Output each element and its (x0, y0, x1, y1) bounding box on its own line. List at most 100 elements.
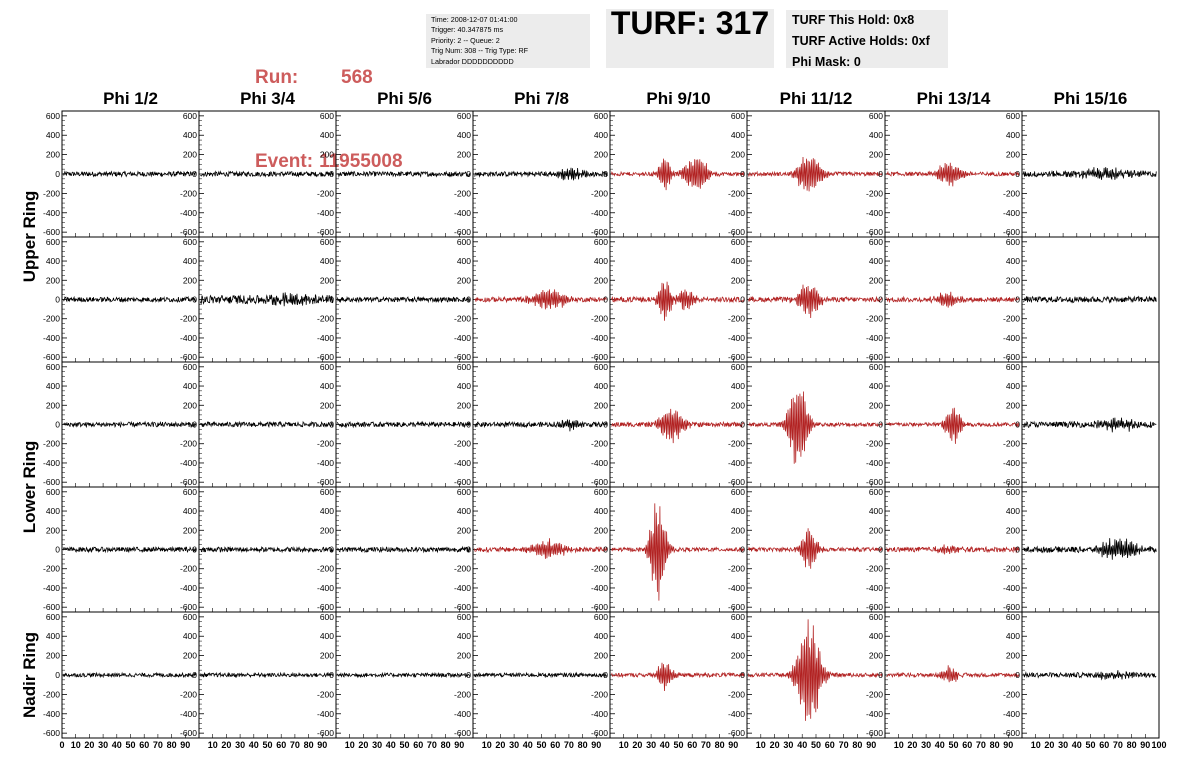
x-tick-label: 90 (1003, 740, 1013, 750)
panel: 600 400 200 0 -200 -400 -600 (591, 361, 748, 488)
y-tick-label: -400 (180, 208, 197, 218)
y-tick-label: -200 (317, 564, 334, 574)
y-tick-label: 0 (466, 169, 471, 179)
y-tick-label: -600 (1003, 477, 1020, 487)
y-tick-label: -600 (317, 352, 334, 362)
x-tick-label: 20 (221, 740, 231, 750)
y-tick-label: -200 (866, 689, 883, 699)
run-event-block: Run: 568 Event: 11955008 (255, 8, 403, 204)
y-tick-label: -200 (866, 314, 883, 324)
y-tick-label: -400 (43, 458, 60, 468)
x-tick-label: 10 (756, 740, 766, 750)
x-tick-label: 60 (687, 740, 697, 750)
y-tick-label: -600 (180, 477, 197, 487)
panel: 600 400 200 0 -200 -400 -600 (1003, 611, 1160, 739)
x-tick-label: 90 (866, 740, 876, 750)
y-tick-label: -200 (180, 314, 197, 324)
waveform-trace (886, 291, 1020, 308)
y-tick-label: 400 (1006, 256, 1020, 266)
y-tick-label: -200 (728, 188, 745, 198)
x-tick-label: 100 (1151, 740, 1166, 750)
y-tick-label: 600 (869, 111, 883, 121)
y-tick-label: -400 (43, 583, 60, 593)
panel: 600 400 200 0 -200 -400 -600 (317, 611, 474, 739)
y-tick-label: 400 (731, 381, 745, 391)
x-tick-label: 40 (386, 740, 396, 750)
info-line-time: Time: 2008-12-07 01:41:00 (431, 15, 518, 24)
y-tick-label: 0 (740, 545, 745, 555)
x-tick-label: 20 (358, 740, 368, 750)
waveform-trace (474, 419, 608, 432)
y-tick-label: 600 (457, 487, 471, 497)
y-tick-label: -400 (866, 583, 883, 593)
x-tick-label: 20 (632, 740, 642, 750)
y-tick-label: -400 (180, 333, 197, 343)
turf-active-holds: TURF Active Holds: 0xf (792, 34, 930, 48)
y-tick-label: -400 (866, 458, 883, 468)
y-tick-label: 400 (869, 506, 883, 516)
waveform-trace (337, 295, 471, 304)
y-tick-label: 400 (457, 256, 471, 266)
column-header: Phi 1/2 (103, 89, 158, 108)
y-tick-label: -200 (43, 689, 60, 699)
y-tick-label: -200 (728, 439, 745, 449)
y-tick-label: 600 (183, 612, 197, 622)
y-tick-label: 0 (466, 545, 471, 555)
waveform-trace (474, 289, 608, 310)
x-tick-label: 50 (1085, 740, 1095, 750)
x-tick-label: 70 (1113, 740, 1123, 750)
waveform-trace (474, 167, 608, 181)
y-tick-label: 600 (731, 237, 745, 247)
y-tick-label: 400 (594, 506, 608, 516)
y-tick-label: -200 (1003, 439, 1020, 449)
y-tick-label: 400 (1006, 631, 1020, 641)
x-tick-label: 10 (208, 740, 218, 750)
y-tick-label: -600 (180, 728, 197, 738)
y-tick-label: -200 (1003, 564, 1020, 574)
y-tick-label: -600 (317, 602, 334, 612)
panel: 600 400 200 0 -200 -400 -600 (728, 236, 886, 363)
y-tick-label: 200 (46, 525, 60, 535)
info-line-labrador: Labrador DDDDDDDDDD (431, 56, 514, 66)
waveform-trace (748, 528, 883, 569)
y-tick-label: 200 (46, 651, 60, 661)
x-tick-label: 90 (454, 740, 464, 750)
y-tick-label: -600 (454, 352, 471, 362)
y-tick-label: 200 (320, 400, 334, 410)
x-tick-label: 90 (317, 740, 327, 750)
row-header: Upper Ring (20, 191, 39, 283)
x-tick-label: 70 (839, 740, 849, 750)
y-tick-label: -200 (591, 314, 608, 324)
y-tick-label: -400 (180, 583, 197, 593)
x-tick-label: 90 (591, 740, 601, 750)
y-tick-label: 0 (878, 169, 883, 179)
y-tick-label: 400 (46, 256, 60, 266)
y-tick-label: 0 (1015, 295, 1020, 305)
y-tick-label: -600 (728, 477, 745, 487)
x-tick-label: 70 (290, 740, 300, 750)
y-tick-label: -200 (180, 439, 197, 449)
y-tick-label: -200 (1003, 314, 1020, 324)
waveform-trace (337, 671, 471, 679)
waveform-trace (337, 170, 471, 178)
y-tick-label: -600 (591, 352, 608, 362)
y-tick-label: 600 (594, 237, 608, 247)
y-tick-label: 200 (457, 400, 471, 410)
y-tick-label: 0 (466, 670, 471, 680)
y-tick-label: 600 (46, 362, 60, 372)
y-tick-label: 200 (594, 651, 608, 661)
y-tick-label: -600 (454, 477, 471, 487)
y-tick-label: 200 (869, 275, 883, 285)
waveform-trace (474, 538, 608, 559)
panel: 600 400 200 0 -200 -400 -600 (43, 486, 200, 613)
panel: 600 400 200 0 -200 -400 -600 (866, 236, 1023, 363)
y-tick-label: -400 (728, 458, 745, 468)
y-tick-label: -200 (454, 564, 471, 574)
y-tick-label: -600 (180, 227, 197, 237)
y-tick-label: -400 (317, 333, 334, 343)
waveform-trace (611, 158, 745, 191)
panel: 600 400 200 0 -200 -400 -600 (180, 486, 337, 613)
x-tick-label: 50 (948, 740, 958, 750)
x-tick-label: 70 (427, 740, 437, 750)
y-tick-label: 400 (869, 256, 883, 266)
